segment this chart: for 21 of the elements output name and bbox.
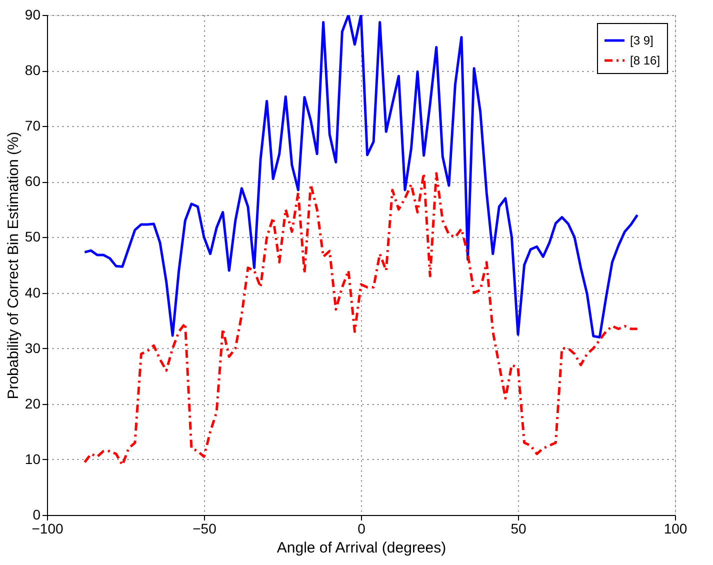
y-tick-label: 40 (24, 284, 41, 300)
y-tick-label: 80 (24, 62, 41, 78)
x-tick-label: 0 (358, 520, 366, 536)
line-series (83, 15, 639, 338)
y-tick-label: 20 (24, 395, 41, 412)
y-tick-label: 10 (24, 450, 41, 467)
y-tick-label: 60 (24, 173, 41, 190)
y-tick-label: 90 (24, 6, 41, 22)
x-tick-label: 50 (510, 520, 526, 536)
x-tick-label: 100 (664, 520, 688, 536)
y-tick-label: 70 (24, 118, 41, 134)
line-series (83, 172, 639, 466)
x-axis-title: Angle of Arrival (degrees) (276, 540, 446, 556)
legend-label: [3 9] (630, 34, 654, 48)
x-tick-label: −100 (32, 520, 64, 536)
y-tick-label: 30 (24, 340, 41, 356)
legend-label: [8 16] (630, 54, 660, 68)
y-tick-label: 50 (24, 228, 41, 245)
y-tick-label: 0 (32, 506, 41, 522)
x-tick-label: −50 (192, 520, 217, 536)
y-axis-title: Probability of Correct Bin Estimation (%) (4, 132, 22, 400)
